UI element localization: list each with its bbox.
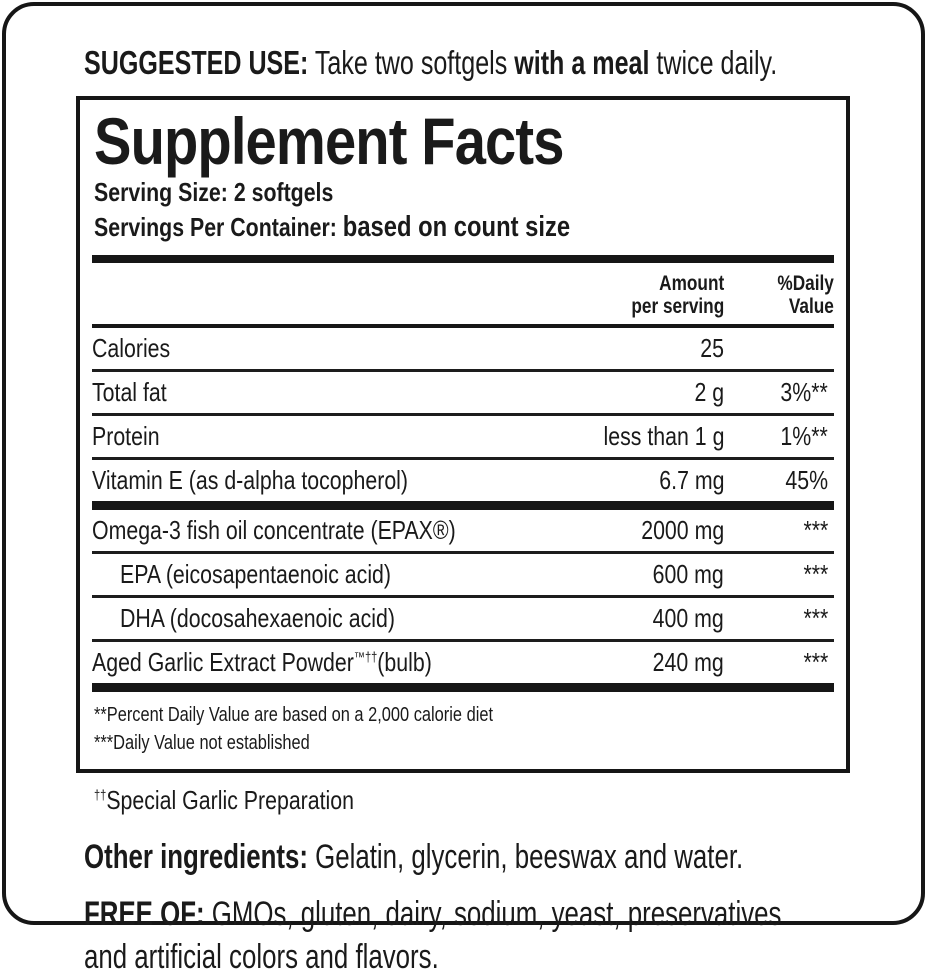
nutrient-amount: 6.7 mg: [658, 464, 724, 495]
divider-thick: [92, 500, 834, 510]
row-protein: Protein less than 1 g 1%**: [92, 416, 834, 460]
nutrient-daily-value: ***: [803, 558, 828, 589]
nutrient-daily-value: 45%: [785, 464, 828, 495]
serving-size-value: 2 softgels: [227, 176, 334, 207]
suggested-use: SUGGESTED USE: Take two softgels with a …: [84, 44, 855, 82]
divider-thick: [92, 682, 834, 692]
nutrient-daily-value: ***: [803, 514, 828, 545]
garlic-preparation-note: ††Special Garlic Preparation: [94, 785, 855, 816]
nutrient-daily-value: 3%**: [780, 376, 828, 407]
nutrient-amount: less than 1 g: [603, 420, 724, 451]
nutrient-amount: 240 mg: [652, 646, 724, 677]
free-of-label: FREE OF:: [84, 894, 205, 933]
nutrient-name: Total fat: [92, 376, 167, 407]
row-vitamin-e: Vitamin E (as d-alpha tocopherol) 6.7 mg…: [92, 460, 834, 501]
servings-per-container-value: based on count size: [342, 211, 571, 244]
nutrient-amount: 2000 mg: [641, 514, 724, 545]
nutrient-name: Omega-3 fish oil concentrate (EPAX®): [92, 514, 456, 545]
suggested-use-emphasis: with a meal: [514, 44, 650, 81]
serving-size: Serving Size: 2 softgels: [94, 176, 834, 209]
nutrient-amount: 25: [700, 332, 724, 363]
nutrient-name: Calories: [92, 332, 171, 363]
row-total-fat: Total fat 2 g 3%**: [92, 372, 834, 416]
divider-thick: [92, 255, 834, 264]
free-of-statement: FREE OF: GMOs, gluten, dairy, sodium, ye…: [84, 893, 855, 978]
double-dagger-marker: ††: [94, 787, 107, 802]
daily-value-footnotes: **Percent Daily Value are based on a 2,0…: [94, 703, 494, 754]
nutrient-name: Vitamin E (as d-alpha tocopherol): [92, 464, 409, 495]
garlic-note-text: Special Garlic Preparation: [106, 784, 355, 815]
nutrient-name: Protein: [92, 420, 160, 451]
other-ingredients: Other ingredients: Gelatin, glycerin, be…: [84, 836, 855, 879]
label-content: SUGGESTED USE: Take two softgels with a …: [6, 6, 921, 978]
nutrient-name: Aged Garlic Extract Powder™††(bulb): [92, 646, 432, 677]
nutrient-amount: 2 g: [694, 376, 724, 407]
supplement-facts-title: Supplement Facts: [94, 103, 564, 178]
nutrient-amount: 400 mg: [652, 602, 724, 633]
serving-size-label: Serving Size:: [94, 176, 228, 207]
row-dha: DHA (docosahexaenoic acid) 400 mg ***: [92, 598, 834, 642]
amount-header: Amount per serving: [631, 272, 724, 318]
nutrient-amount: 600 mg: [652, 558, 724, 589]
row-omega3-fish-oil: Omega-3 fish oil concentrate (EPAX®) 200…: [92, 510, 834, 554]
servings-per-container-label: Servings Per Container:: [94, 212, 343, 243]
suggested-use-label: SUGGESTED USE:: [84, 44, 309, 81]
nutrient-daily-value: ***: [803, 602, 828, 633]
servings-per-container: Servings Per Container: based on count s…: [94, 209, 834, 246]
column-headers: Amount per serving %Daily Value: [92, 263, 834, 328]
row-aged-garlic-extract: Aged Garlic Extract Powder™††(bulb) 240 …: [92, 642, 834, 683]
trademark-dagger-marks: ™††: [353, 649, 378, 664]
row-epa: EPA (eicosapentaenoic acid) 600 mg ***: [92, 554, 834, 598]
daily-value-header: %Daily Value: [777, 272, 834, 318]
nutrient-daily-value: [724, 333, 834, 364]
nutrient-daily-value: ***: [803, 646, 828, 677]
other-ingredients-label: Other ingredients:: [84, 837, 308, 876]
nutrient-daily-value: 1%**: [780, 420, 828, 451]
suggested-use-text: Take two softgels: [308, 44, 515, 81]
supplement-facts-panel: Supplement Facts Serving Size: 2 softgel…: [76, 95, 850, 773]
row-calories: Calories 25: [92, 328, 834, 372]
other-ingredients-text: Gelatin, glycerin, beeswax and water.: [307, 837, 744, 876]
nutrient-name: DHA (docosahexaenoic acid): [120, 602, 395, 633]
nutrient-name: EPA (eicosapentaenoic acid): [120, 558, 392, 589]
suggested-use-text-end: twice daily.: [649, 44, 778, 81]
